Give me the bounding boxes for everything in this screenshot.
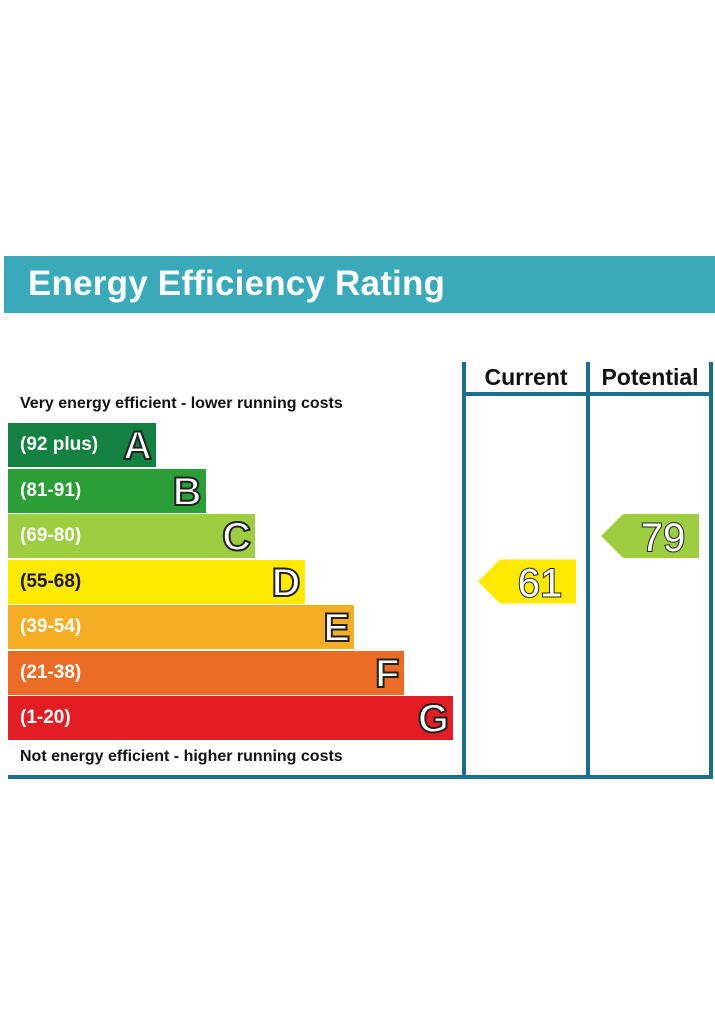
band-f-letter: F [374,651,400,697]
band-f: (21-38) F [8,650,404,697]
top-note: Very energy efficient - lower running co… [20,395,343,412]
band-c: (69-80) C [8,514,255,560]
band-b-range: (81-91) [20,479,82,501]
potential-column-header: Potential [601,364,699,390]
band-f-range: (21-38) [20,661,82,683]
bottom-note: Not energy efficient - higher running co… [20,748,343,765]
band-a: (92 plus) A [8,423,156,469]
band-b-letter: B [172,469,203,515]
band-a-letter: A [122,423,153,469]
band-e-letter: E [322,605,351,651]
band-g-range: (1-20) [20,707,71,728]
potential-rating-arrow [601,514,699,558]
band-c-range: (69-80) [20,525,82,546]
band-g: (1-20) G [8,696,453,742]
band-d: (55-68) D [8,559,305,606]
page-title: Energy Efficiency Rating [28,264,446,303]
current-rating-arrow [478,559,576,604]
header-banner: Energy Efficiency Rating [4,256,715,313]
potential-rating-value: 79 [641,516,686,560]
band-e-range: (39-54) [20,616,82,637]
band-b: (81-91) B [8,468,206,515]
current-rating-value: 61 [518,562,563,606]
band-g-letter: G [417,696,450,742]
band-d-range: (55-68) [20,570,82,592]
band-c-letter: C [221,514,252,560]
current-column-header: Current [484,364,568,390]
band-e: (39-54) E [8,605,354,651]
band-a-range: (92 plus) [20,434,99,455]
band-d-letter: D [271,560,302,606]
